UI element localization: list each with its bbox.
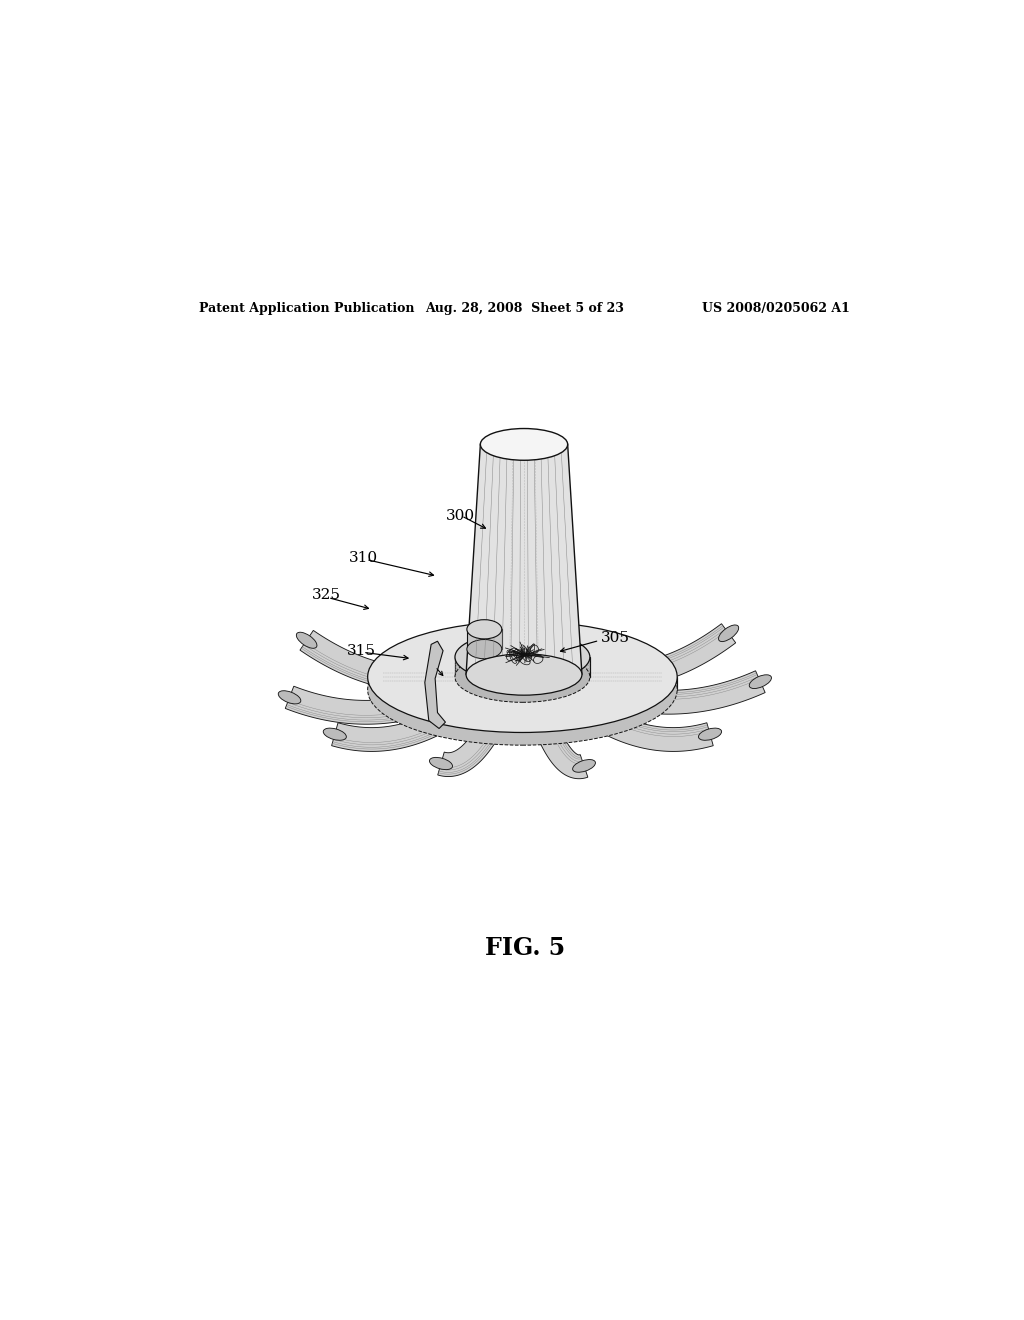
Text: Aug. 28, 2008  Sheet 5 of 23: Aug. 28, 2008 Sheet 5 of 23 (425, 301, 625, 314)
Polygon shape (524, 693, 588, 779)
Polygon shape (425, 642, 445, 729)
Text: 310: 310 (348, 550, 378, 565)
Text: US 2008/0205062 A1: US 2008/0205062 A1 (702, 301, 850, 314)
Ellipse shape (368, 622, 677, 733)
Ellipse shape (466, 653, 582, 696)
Text: Patent Application Publication: Patent Application Publication (200, 301, 415, 314)
Ellipse shape (467, 619, 502, 639)
Ellipse shape (698, 729, 722, 741)
Polygon shape (368, 677, 677, 689)
Polygon shape (437, 692, 516, 776)
Ellipse shape (324, 729, 346, 741)
Polygon shape (455, 657, 590, 677)
Ellipse shape (572, 759, 595, 772)
Ellipse shape (719, 624, 738, 642)
Ellipse shape (279, 690, 301, 704)
Ellipse shape (750, 675, 771, 689)
Polygon shape (300, 631, 481, 692)
Ellipse shape (455, 652, 590, 702)
Text: FIG. 5: FIG. 5 (484, 936, 565, 961)
Ellipse shape (467, 639, 502, 659)
Ellipse shape (429, 758, 453, 770)
Ellipse shape (455, 632, 590, 682)
Polygon shape (553, 681, 714, 751)
Polygon shape (332, 681, 492, 751)
Polygon shape (286, 672, 480, 725)
Text: 315: 315 (347, 644, 376, 657)
Polygon shape (561, 624, 735, 689)
Ellipse shape (368, 634, 677, 746)
Text: 305: 305 (601, 631, 630, 645)
Polygon shape (466, 445, 582, 675)
Polygon shape (566, 668, 765, 714)
Ellipse shape (480, 429, 567, 461)
Polygon shape (467, 630, 502, 649)
Ellipse shape (296, 632, 317, 648)
Text: 300: 300 (445, 508, 474, 523)
Text: 325: 325 (312, 589, 341, 602)
